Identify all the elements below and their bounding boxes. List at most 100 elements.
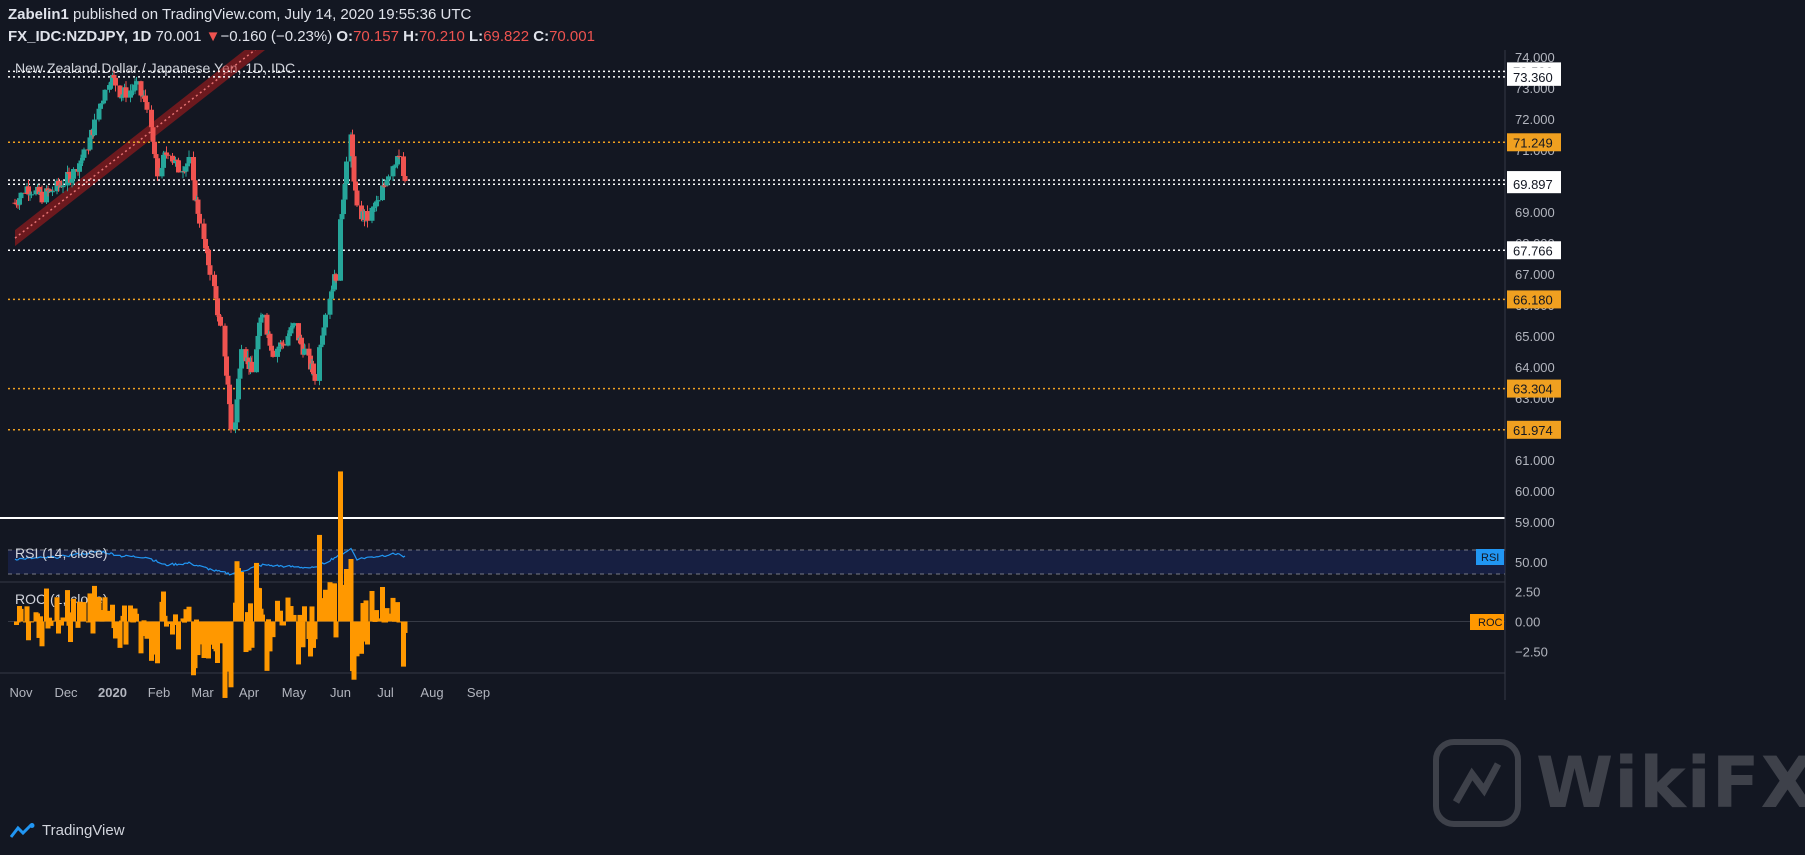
roc-bar	[371, 618, 376, 622]
candle-body	[191, 157, 196, 181]
roc-bar	[71, 598, 76, 622]
roc-bar	[285, 597, 291, 622]
candle-body	[327, 298, 333, 315]
candle-body	[48, 189, 54, 192]
roc-bar	[246, 621, 252, 651]
close-label: C:	[533, 28, 550, 45]
y-tick-label: 60.000	[1515, 484, 1555, 499]
candle-body	[216, 315, 222, 317]
candle-body	[384, 179, 390, 186]
roc-bar	[60, 617, 66, 622]
candle-body	[173, 159, 178, 163]
roc-bar	[36, 621, 42, 638]
candle-body	[36, 186, 42, 194]
candle-body	[342, 184, 348, 200]
roc-bar	[170, 621, 175, 635]
tradingview-footer[interactable]: TradingView	[10, 822, 125, 839]
candle-body	[54, 180, 60, 192]
candle-body	[164, 152, 169, 155]
candle-body	[224, 356, 229, 376]
candle-body	[183, 166, 189, 172]
roc-bar	[270, 621, 276, 638]
candle-body	[68, 173, 73, 183]
level-tag	[1507, 175, 1561, 194]
candle-body	[39, 191, 45, 203]
x-tick-label: Apr	[239, 685, 260, 700]
roc-bar	[291, 614, 297, 622]
roc-bar	[68, 621, 73, 643]
roc-bar	[390, 597, 396, 622]
roc-bar	[48, 621, 54, 626]
candle-body	[26, 186, 31, 195]
y-tick-label: 74.000	[1515, 50, 1555, 65]
roc-bar	[383, 621, 388, 623]
roc-bar	[401, 621, 406, 667]
candle-body	[165, 154, 171, 156]
candle-body	[81, 149, 87, 158]
roc-bar	[102, 597, 108, 622]
rsi-tag-label: RSI	[1481, 552, 1499, 564]
candle-body	[77, 163, 82, 172]
roc-bar	[338, 471, 343, 622]
candle-body	[260, 314, 265, 318]
candle-body	[383, 185, 388, 187]
candle-body	[333, 274, 339, 281]
candle-body	[44, 188, 49, 203]
candle-body	[56, 180, 61, 187]
y-tick-label: 59.000	[1515, 515, 1555, 530]
roc-bar	[243, 621, 249, 653]
candle-body	[212, 274, 217, 287]
candle-body	[369, 207, 375, 221]
candle-body	[215, 298, 220, 316]
roc-bar	[264, 621, 270, 671]
candle-body	[213, 286, 219, 299]
candle-body	[159, 167, 165, 177]
candle-body	[71, 169, 76, 179]
y-tick-label: 67.000	[1515, 267, 1555, 282]
roc-bar	[278, 610, 283, 622]
candle-body	[176, 160, 181, 173]
candle-body	[311, 363, 316, 374]
rsi-band	[8, 550, 1505, 574]
roc-bar	[308, 621, 313, 657]
roc-bar	[402, 621, 408, 633]
candle-body	[225, 375, 231, 385]
level-label: 63.304	[1513, 382, 1553, 397]
candle-body	[354, 190, 360, 206]
candle-body	[92, 119, 97, 136]
candle-body	[254, 349, 259, 373]
level-tag	[1507, 241, 1561, 260]
x-tick-label: 2020	[98, 685, 127, 700]
candle-body	[150, 127, 156, 142]
roc-bar	[297, 614, 303, 622]
symbol-label[interactable]: FX_IDC:NZDJPY, 1D	[8, 28, 152, 45]
candle-body	[110, 74, 115, 83]
candle-body	[203, 238, 208, 249]
level-tag	[1507, 290, 1561, 309]
candle-body	[330, 289, 336, 292]
roc-bar	[56, 621, 61, 634]
roc-histogram	[14, 471, 408, 698]
wikifx-watermark: WikiFX	[1432, 738, 1805, 828]
candle-body	[132, 84, 138, 91]
x-tick-label: Jun	[330, 685, 351, 700]
publish-info: Zabelin1 published on TradingView.com, J…	[8, 6, 471, 23]
level-label: 69.897	[1513, 177, 1553, 192]
candle-body	[258, 317, 264, 323]
candle-body	[306, 348, 312, 356]
candle-body	[65, 171, 70, 186]
rsi-tick-label: 50.00	[1515, 555, 1548, 570]
candle-body	[206, 249, 211, 266]
publisher-name[interactable]: Zabelin1	[8, 6, 69, 23]
open-value: 70.157	[353, 28, 399, 45]
roc-bar	[47, 617, 52, 622]
roc-bar	[35, 613, 40, 622]
candle-body	[402, 176, 408, 181]
candle-body	[351, 156, 357, 182]
candle-body	[269, 345, 274, 351]
roc-bar	[18, 608, 24, 622]
roc-bar	[122, 605, 127, 622]
roc-bar	[57, 620, 63, 622]
candle-body	[321, 327, 327, 336]
